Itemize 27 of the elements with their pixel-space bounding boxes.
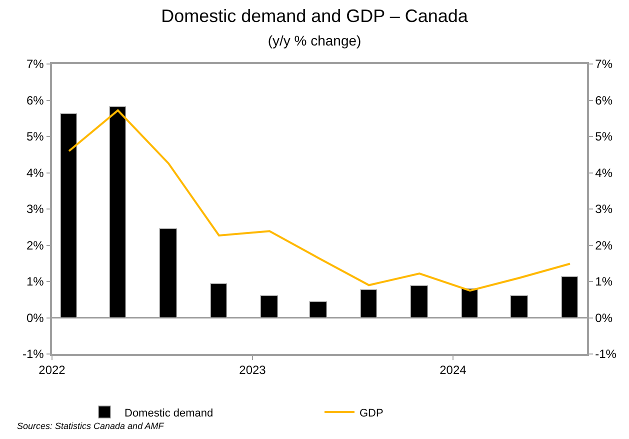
y-tick-label: 4% <box>26 166 44 180</box>
y-tick-label: 0% <box>26 310 44 325</box>
y2-tick-label: 3% <box>595 202 613 216</box>
y-tick-label: 7% <box>26 57 44 72</box>
y2-tick-label: 1% <box>595 274 613 289</box>
source-note: Sources: Statistics Canada and AMF <box>17 421 164 431</box>
x-tick-label: 2023 <box>239 363 266 378</box>
line-series <box>68 109 571 292</box>
chart-title: Domestic demand and GDP – Canada <box>161 6 469 26</box>
y-tick-label: 6% <box>26 93 44 108</box>
y-tick-label: -1% <box>22 347 44 362</box>
legend-label: GDP <box>360 407 384 420</box>
legend-label: Domestic demand <box>124 407 214 420</box>
y-tick-label: 2% <box>26 238 44 252</box>
y-tick-label: 5% <box>26 130 44 144</box>
y2-tick-label: 7% <box>595 57 613 72</box>
y2-tick-label: -1% <box>595 347 617 362</box>
y2-tick-label: 0% <box>595 310 613 325</box>
y-tick-label: 3% <box>26 202 44 216</box>
chart-subtitle: (y/y % change) <box>268 32 362 48</box>
x-tick-label: 2022 <box>38 363 66 378</box>
x-tick-label: 2024 <box>440 363 467 378</box>
y2-tick-label: 4% <box>595 166 613 180</box>
y-tick-label: 1% <box>26 274 44 289</box>
y2-tick-label: 6% <box>595 93 613 108</box>
y2-tick-label: 2% <box>595 238 613 252</box>
y2-tick-label: 5% <box>595 130 613 144</box>
